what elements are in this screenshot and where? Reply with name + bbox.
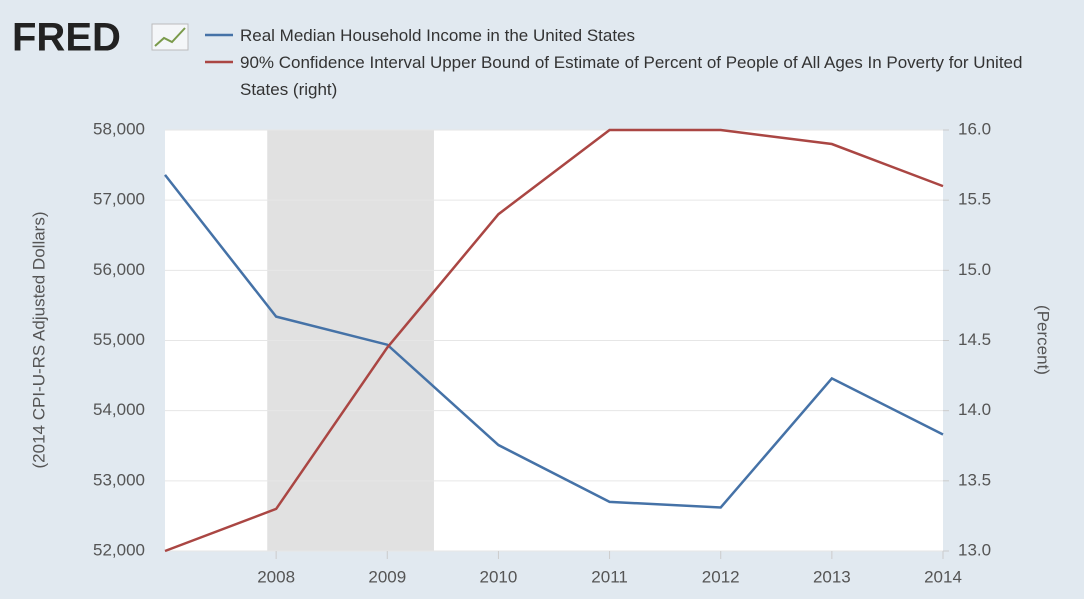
x-tick-label: 2013 (813, 567, 851, 586)
x-tick-label: 2009 (368, 567, 406, 586)
series-line (164, 128, 944, 553)
y-tick-label: 58,000 (93, 119, 145, 138)
legend-entry: 90% Confidence Interval Upper Bound of E… (240, 53, 1023, 99)
x-tick-label: 2010 (480, 567, 518, 586)
y2-tick-label: 15.0 (958, 260, 991, 279)
y-tick-label: 52,000 (93, 540, 145, 559)
y-tick-label: 53,000 (93, 470, 145, 489)
y2-tick-label: 16.0 (958, 119, 991, 138)
y2-tick-label: 13.5 (958, 470, 991, 489)
y-tick-label: 54,000 (93, 400, 145, 419)
y-axis-label: (2014 CPI-U-RS Adjusted Dollars) (29, 212, 48, 469)
y2-axis-label: (Percent) (1034, 305, 1053, 375)
x-tick-label: 2011 (591, 567, 628, 586)
y2-tick-label: 14.0 (958, 400, 991, 419)
logo-icon (151, 23, 189, 51)
y2-tick-label: 13.0 (958, 540, 991, 559)
y-tick-label: 56,000 (93, 260, 145, 279)
x-tick-label: 2012 (702, 567, 740, 586)
logo: FRED (12, 16, 121, 60)
y2-tick-label: 15.5 (958, 190, 991, 209)
series-line (164, 174, 944, 509)
y2-tick-label: 14.5 (958, 330, 991, 349)
legend-entry: Real Median Household Income in the Unit… (240, 26, 636, 45)
x-tick-label: 2014 (924, 567, 962, 586)
x-tick-label: 2008 (257, 567, 295, 586)
y-tick-label: 57,000 (93, 190, 145, 209)
y-tick-label: 55,000 (93, 330, 145, 349)
